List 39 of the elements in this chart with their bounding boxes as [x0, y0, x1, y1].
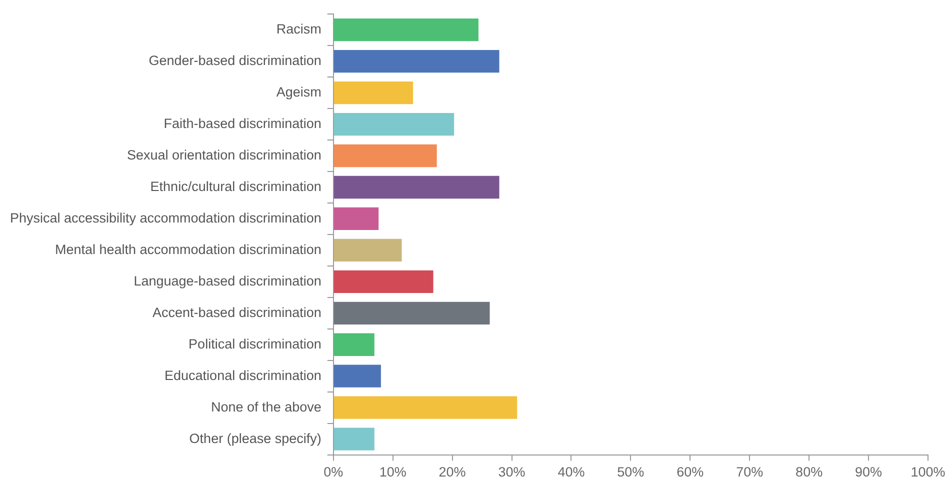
x-tick-label: 80% [796, 464, 823, 480]
x-tick-label: 50% [617, 464, 644, 480]
bar [334, 112, 454, 136]
x-tick-label: 0% [324, 464, 344, 480]
x-tick-label: 40% [558, 464, 585, 480]
bar [334, 428, 374, 450]
bar [334, 144, 437, 168]
bar [334, 270, 434, 293]
y-tick-label: Physical accessibility accommodation discrimination [10, 210, 322, 226]
bar [334, 207, 379, 230]
y-tick-label: None of the above [211, 399, 322, 414]
x-tick-label: 90% [855, 464, 882, 480]
y-tick-label: Other (please specify) [189, 430, 322, 446]
y-tick-label: Faith-based discrimination [164, 116, 322, 131]
y-tick-label: Ethnic/cultural discrimination [150, 178, 322, 194]
bar [334, 238, 402, 262]
y-tick-label: Racism [276, 22, 322, 37]
bar [334, 364, 381, 388]
y-tick-label: Language-based discrimination [134, 273, 322, 288]
x-tick-label: 10% [379, 464, 406, 480]
y-tick-label: Accent-based discrimination [152, 304, 322, 320]
bar [334, 302, 490, 324]
y-tick-label: Ageism [276, 84, 322, 100]
x-tick-label: 20% [438, 464, 466, 480]
y-tick-label: Political discrimination [188, 336, 322, 352]
y-tick-label: Gender-based discrimination [148, 53, 322, 68]
x-tick-label: 60% [676, 464, 704, 480]
bar [334, 176, 500, 199]
x-tick-label: 30% [498, 464, 526, 480]
x-tick-label: 70% [736, 464, 764, 480]
y-tick-label: Sexual orientation discrimination [127, 147, 322, 162]
y-tick-label: Educational discrimination [164, 368, 322, 383]
bar [334, 396, 518, 419]
bar [334, 333, 374, 356]
bar [334, 50, 500, 73]
bar [334, 18, 478, 42]
bar [334, 81, 414, 104]
x-tick-label: 100% [910, 464, 946, 480]
y-tick-label: Mental health accommodation discrimination [54, 242, 322, 257]
